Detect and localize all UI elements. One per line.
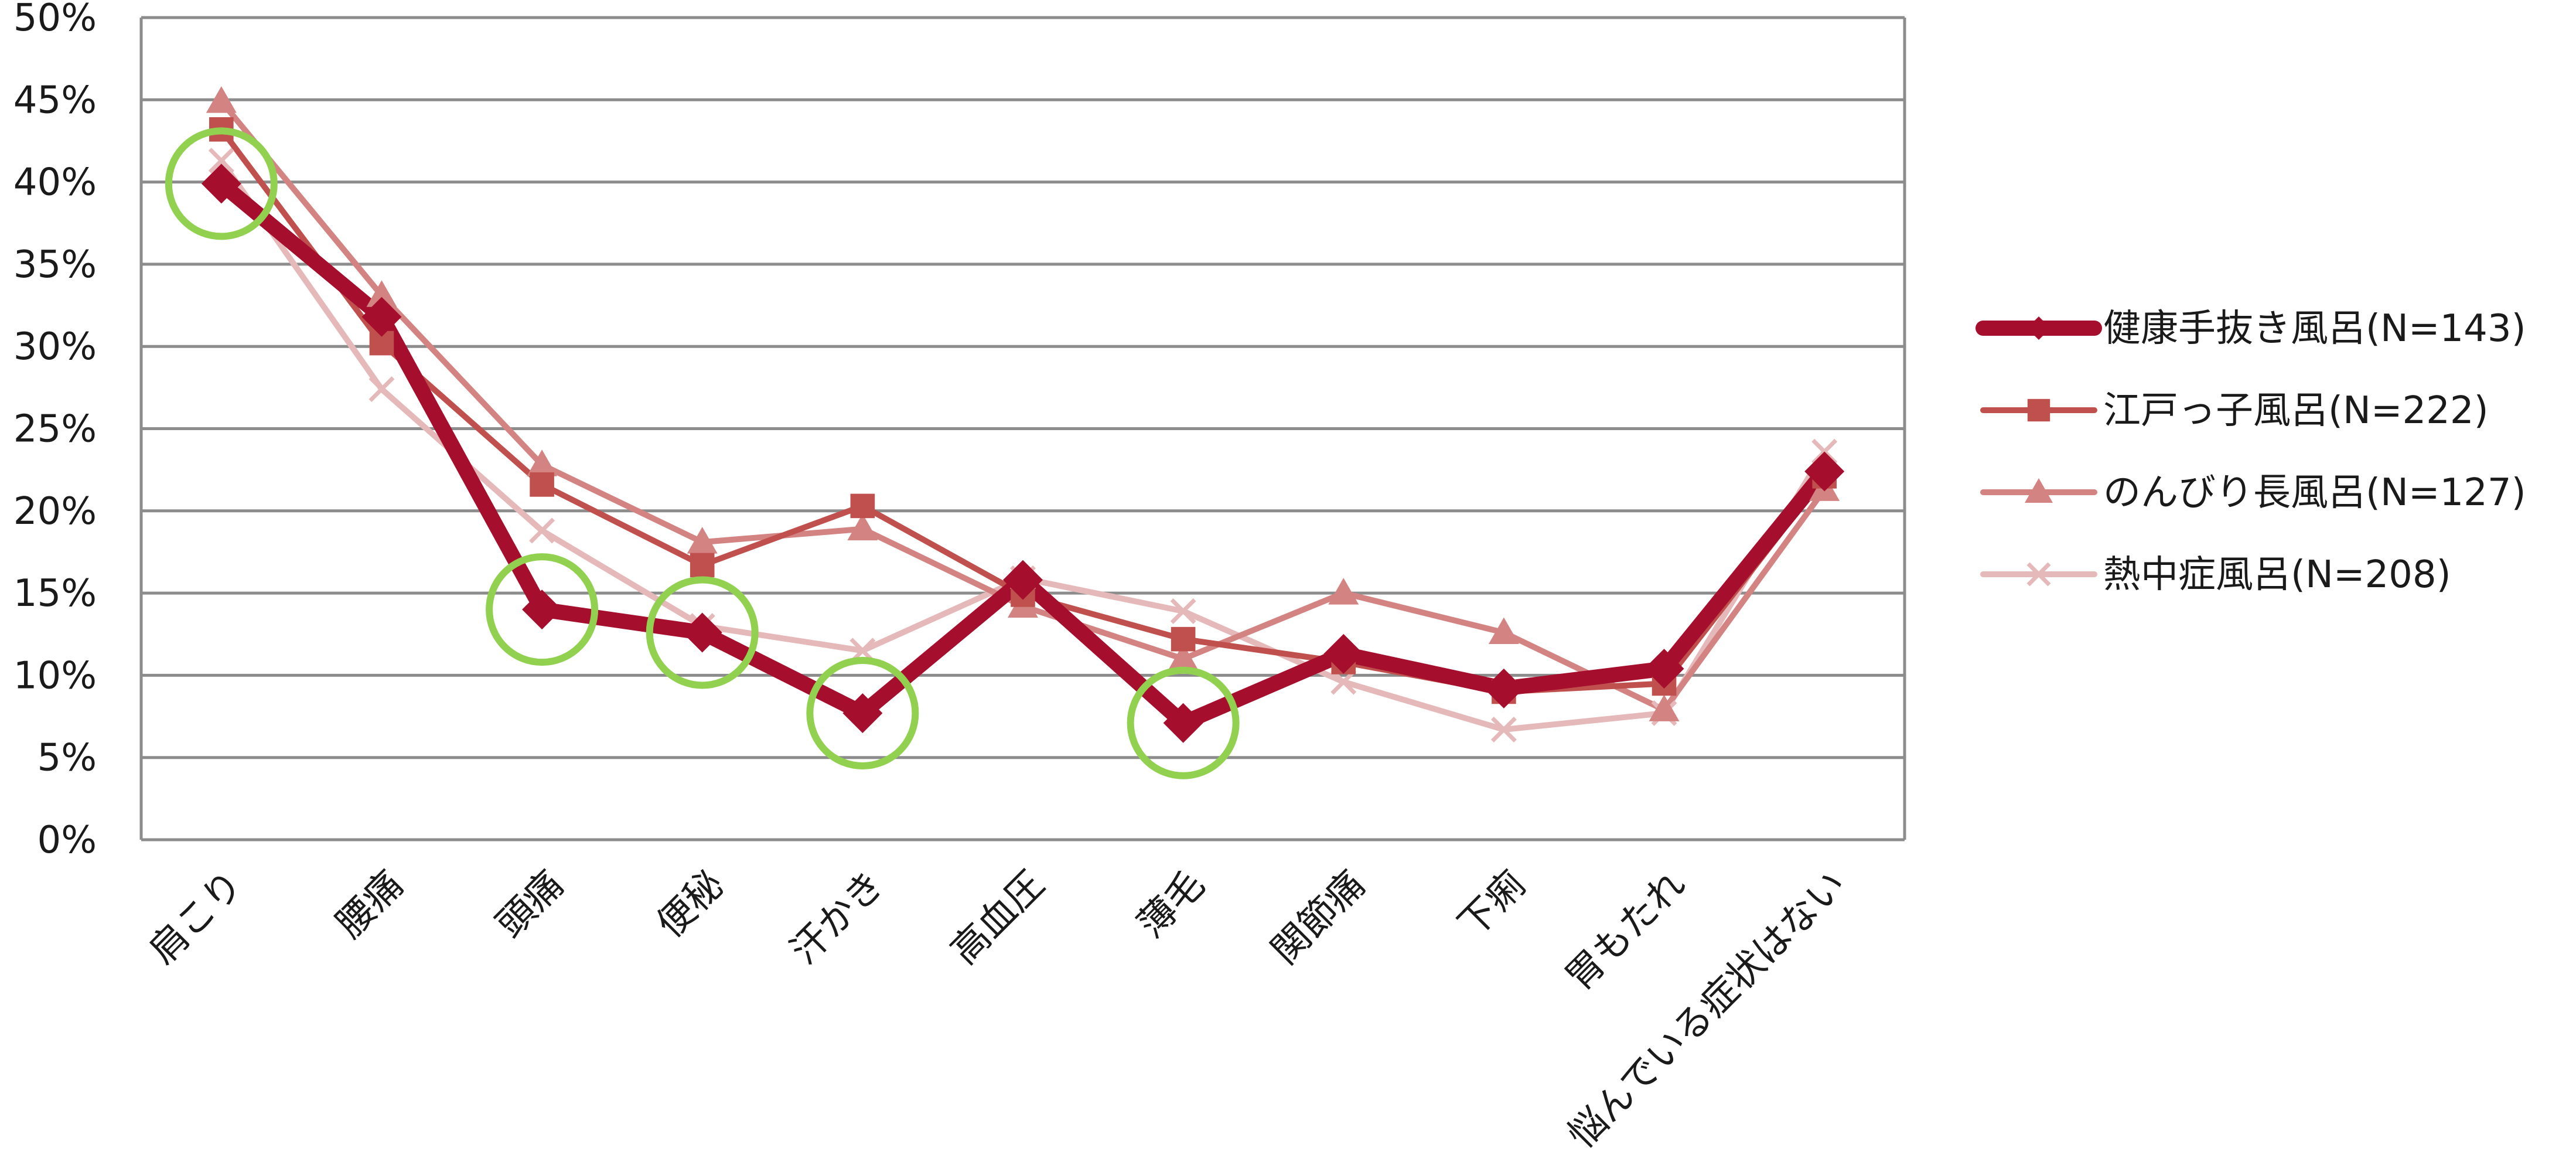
x-tick-label: 肩こり	[141, 863, 251, 973]
legend: 健康手抜き風呂(N=143) 江戸っ子風呂(N=222) のんびり長風呂(N=127…	[1975, 307, 2526, 597]
data-point-x-stroke	[208, 148, 234, 174]
y-tick-label: 5%	[37, 737, 97, 780]
legend-label: 熱中症風呂(N=208)	[2103, 553, 2451, 597]
data-point-diamond	[1804, 451, 1845, 492]
x-tick-label: 腰痛	[328, 863, 412, 946]
data-point-diamond	[1323, 633, 1364, 674]
x-tick-label: 悩んでいる症状はない	[1560, 863, 1855, 1157]
legend-item: 熱中症風呂(N=208)	[1980, 553, 2451, 597]
y-tick-label: 30%	[13, 325, 97, 369]
data-point-diamond	[522, 590, 562, 630]
data-point-square	[850, 493, 875, 519]
data-point-triangle	[527, 449, 558, 476]
data-point-diamond	[842, 693, 883, 733]
data-point-x	[208, 148, 234, 174]
data-point-triangle	[206, 86, 237, 113]
data-point-square	[1171, 626, 1196, 652]
y-tick-label: 50%	[13, 0, 97, 40]
data-point-triangle	[1168, 643, 1199, 670]
data-point-diamond	[682, 612, 722, 653]
data-point-square	[530, 472, 554, 497]
series-markers-group	[201, 163, 1845, 743]
data-point-x	[369, 376, 395, 403]
data-point-x	[1170, 598, 1196, 624]
y-tick-label: 35%	[13, 243, 97, 287]
x-tick-label: 下痢	[1450, 863, 1534, 946]
legend-item: のんびり長風呂(N=127)	[1980, 471, 2526, 515]
data-point-square	[2027, 398, 2050, 422]
highlight-circle	[1127, 666, 1240, 779]
legend-label: のんびり長風呂(N=127)	[2103, 471, 2526, 515]
data-point-triangle	[1488, 617, 1519, 644]
legend-label: 健康手抜き風呂(N=143)	[2103, 307, 2526, 350]
data-point-diamond	[201, 163, 241, 204]
data-point-diamond	[361, 297, 402, 337]
x-tick-label: 薄毛	[1130, 863, 1213, 946]
data-point-x	[529, 517, 555, 544]
series-line	[218, 98, 1828, 713]
data-point-triangle	[847, 513, 878, 541]
data-point-x-stroke	[1490, 717, 1517, 742]
data-point-triangle	[2025, 478, 2053, 503]
highlight-circle	[806, 656, 919, 769]
data-point-x	[2026, 562, 2051, 587]
series-markers-group	[206, 86, 1840, 721]
data-point-diamond	[1483, 668, 1524, 708]
data-point-x-stroke	[369, 376, 395, 403]
y-tick-label: 15%	[13, 572, 97, 615]
x-tick-label: 関節痛	[1263, 863, 1373, 973]
legend-label: 江戸っ子風呂(N=222)	[2103, 389, 2489, 432]
highlight-circle	[486, 553, 599, 666]
y-tick-label: 25%	[13, 408, 97, 451]
data-point-diamond	[2027, 316, 2050, 340]
y-axis-tick-labels: 0% 5% 10% 15% 20% 25% 30% 35% 40% 45% 50%	[13, 0, 97, 862]
highlight-circle	[646, 576, 759, 689]
data-point-x	[1490, 717, 1517, 742]
x-tick-label: 胃もたれ	[1558, 863, 1694, 999]
x-tick-label: 汗かき	[783, 863, 893, 973]
series-lines	[213, 98, 1833, 732]
data-point-diamond	[1644, 649, 1684, 689]
data-point-x-stroke	[1170, 598, 1196, 624]
data-point-triangle	[687, 527, 718, 554]
data-point-x-stroke	[529, 517, 555, 544]
legend-item: 健康手抜き風呂(N=143)	[1975, 307, 2526, 350]
data-point-triangle	[1328, 578, 1359, 605]
legend-item: 江戸っ子風呂(N=222)	[1980, 389, 2489, 432]
y-tick-label: 45%	[13, 79, 97, 122]
series-markers	[201, 86, 1845, 743]
y-tick-label: 40%	[13, 161, 97, 205]
highlight-circle	[165, 127, 278, 240]
data-point-diamond	[1003, 560, 1043, 600]
data-point-square	[690, 553, 715, 578]
series-line	[218, 158, 1828, 732]
x-tick-label: 高血圧	[943, 863, 1053, 973]
y-tick-label: 0%	[37, 819, 97, 862]
y-tick-label: 20%	[13, 490, 97, 533]
data-point-triangle	[366, 280, 397, 307]
x-tick-label: 便秘	[649, 863, 732, 946]
highlight-circles	[165, 127, 1240, 779]
x-tick-label: 頭痛	[489, 863, 572, 946]
data-point-x-stroke	[2026, 562, 2051, 587]
data-point-triangle	[1649, 694, 1680, 721]
y-tick-label: 10%	[13, 654, 97, 697]
data-point-diamond	[1163, 703, 1203, 743]
